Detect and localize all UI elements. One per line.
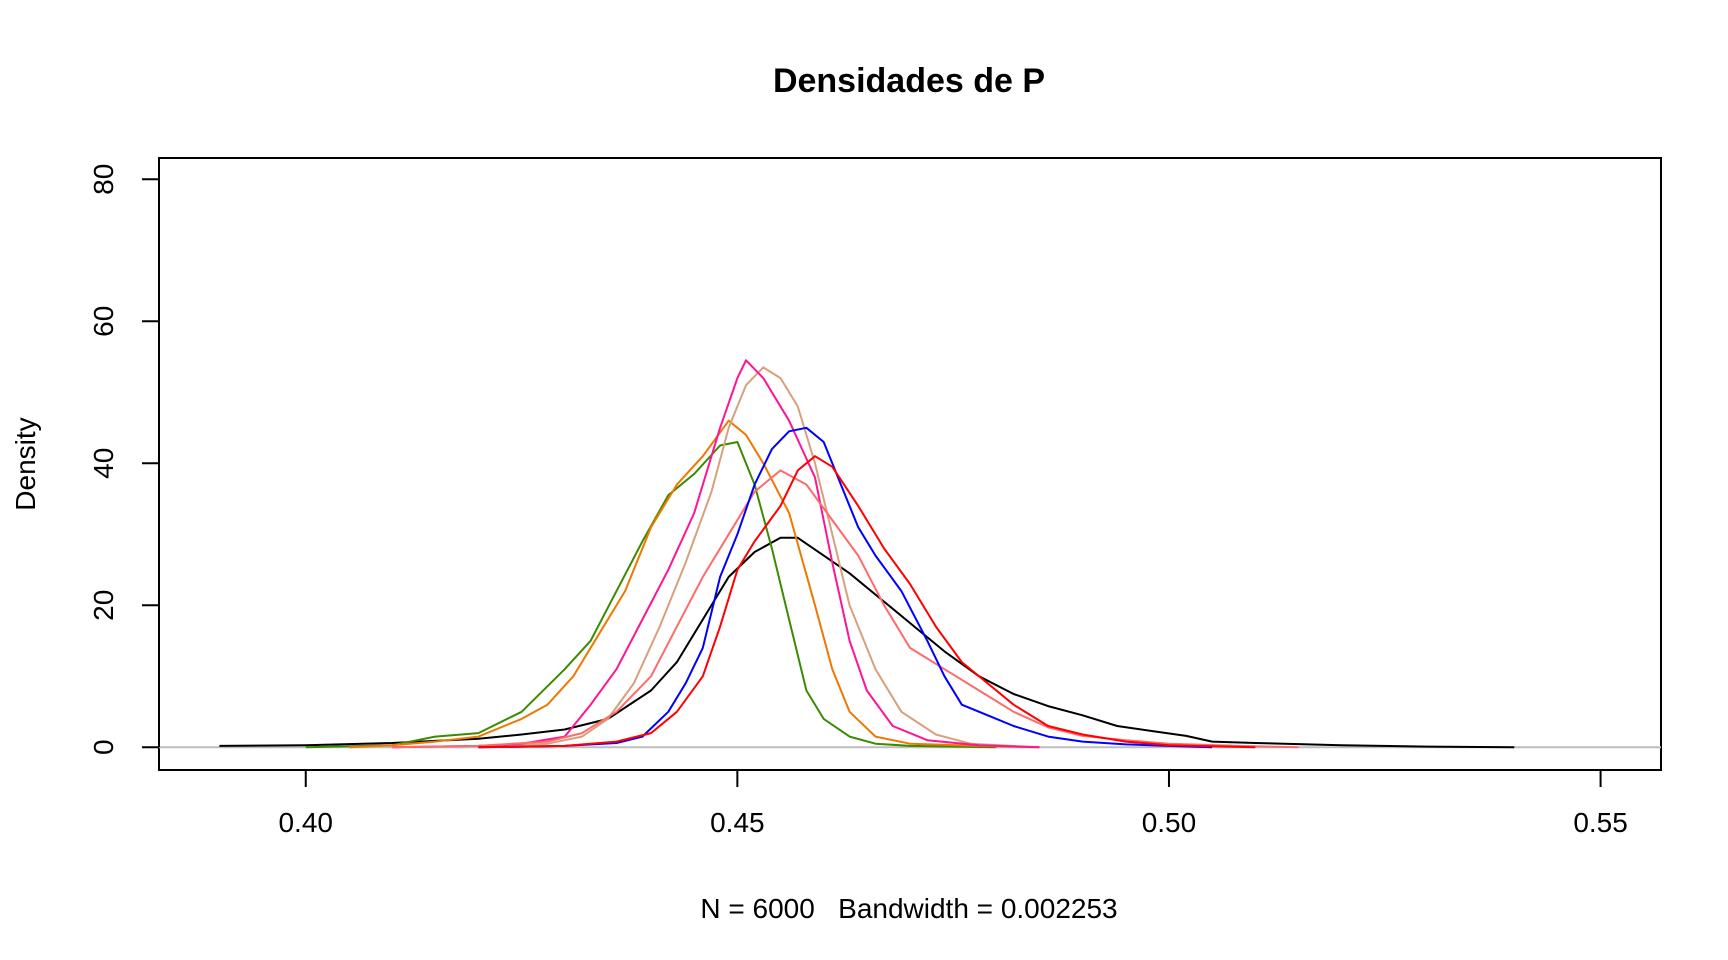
density-line-2 [305,441,997,749]
x-axis-label: N = 6000 Bandwidth = 0.002253 [700,893,1117,924]
density-series-group [219,359,1515,749]
density-line-7 [478,426,1213,749]
x-tick-label: 0.50 [1142,807,1197,838]
density-line-4 [478,366,1040,749]
x-tick-label: 0.55 [1573,807,1628,838]
plot-frame [158,157,1662,771]
y-axis: 0 20 40 60 80 [88,164,160,755]
y-tick-label: 80 [88,164,119,195]
x-tick-label: 0.40 [278,807,333,838]
x-tick-label: 0.45 [710,807,765,838]
density-line-6 [392,469,1299,749]
density-line-3 [348,419,1040,749]
y-tick-label: 0 [88,739,119,755]
y-tick-label: 40 [88,448,119,479]
chart-title: Densidades de P [773,62,1045,100]
x-axis: 0.40 0.45 0.50 0.55 [278,769,1628,838]
y-tick-label: 60 [88,306,119,337]
density-line-1 [219,536,1515,749]
y-axis-label: Density [10,417,41,510]
density-line-5 [392,359,1040,749]
density-line-8 [478,455,1256,749]
y-tick-label: 20 [88,590,119,621]
